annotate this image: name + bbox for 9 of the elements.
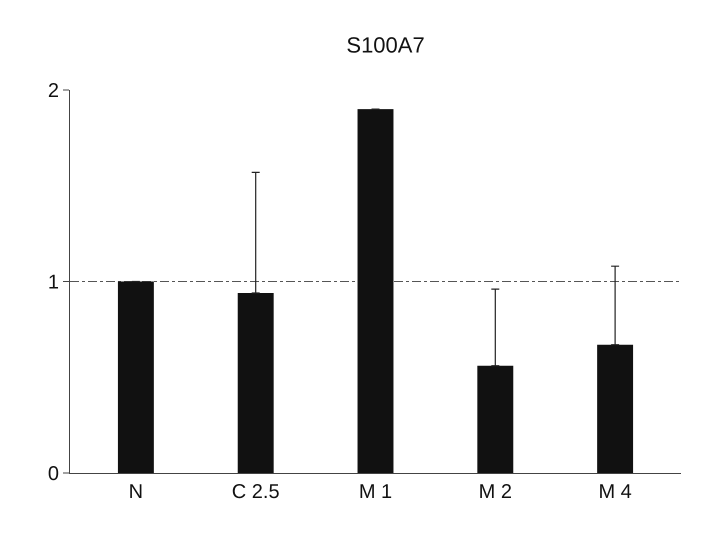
x-tick-label: C 2.5 [232, 481, 280, 503]
y-tick-label: 1 [48, 272, 59, 294]
x-tick-label: N [128, 481, 144, 503]
y-tick-label: 2 [48, 80, 59, 102]
chart-title: S100A7 [346, 32, 425, 58]
x-tick-label: M 1 [358, 481, 392, 503]
y-tick-label: 0 [48, 463, 59, 485]
x-tick-label: M 2 [478, 481, 512, 503]
x-tick-label: M 4 [598, 481, 632, 503]
